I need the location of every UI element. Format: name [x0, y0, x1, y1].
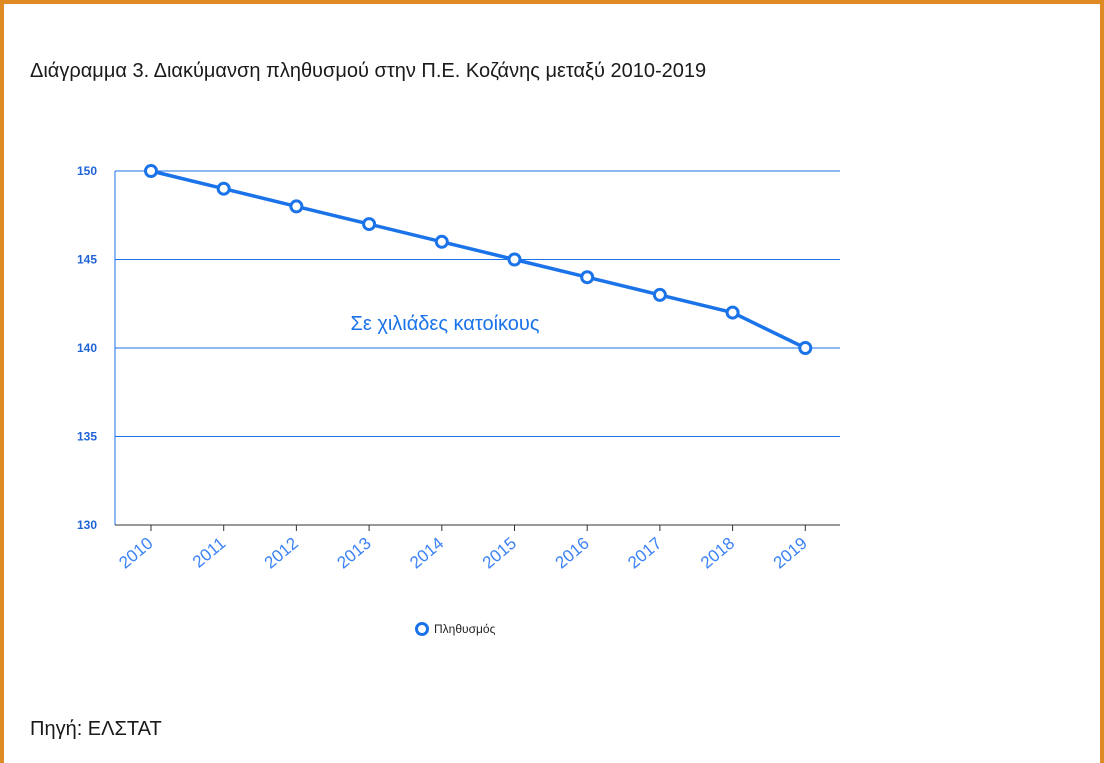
- x-tick-label-2014: 2014: [406, 534, 447, 573]
- data-point-2012[interactable]: [289, 199, 304, 214]
- data-point-2014[interactable]: [434, 234, 449, 249]
- x-tick-labels: 2010 2011 2012 2013 2014 2015 2016 2017 2018 2019: [115, 534, 810, 573]
- x-tick-label-2019: 2019: [770, 534, 811, 573]
- x-tick-label-2010: 2010: [115, 534, 156, 573]
- legend-marker: [415, 622, 429, 636]
- x-tick-label-2011: 2011: [189, 534, 229, 572]
- series-line-0: [150, 169, 807, 350]
- data-point-2019[interactable]: [798, 341, 813, 355]
- x-tick-label-2012: 2012: [261, 534, 302, 573]
- series-layer: [144, 164, 813, 355]
- y-tick-label-145: 145: [77, 253, 97, 267]
- data-point-2017[interactable]: [652, 287, 667, 302]
- data-point-2013[interactable]: [362, 217, 377, 232]
- data-point-2016[interactable]: [580, 270, 595, 285]
- y-tick-label-140: 140: [77, 341, 97, 355]
- x-tick-label-2013: 2013: [333, 534, 374, 573]
- y-tick-labels: 150 145 140 135 130: [77, 164, 97, 532]
- x-tick-label-2016: 2016: [552, 534, 593, 573]
- source-note: Πηγή: ΕΛΣΤΑΤ: [30, 718, 162, 740]
- data-point-2018[interactable]: [725, 305, 740, 320]
- y-tick-label-135: 135: [77, 430, 97, 444]
- y-tick-label-150: 150: [77, 164, 97, 178]
- data-point-2010[interactable]: [144, 164, 158, 178]
- figure-caption: Διάγραμμα 3. Διακύμανση πληθυσμού στην Π…: [30, 60, 707, 82]
- units-annotation: Σε χιλιάδες κατοίκους: [351, 313, 540, 335]
- x-tick-label-2018: 2018: [697, 534, 738, 573]
- x-tick-label-2015: 2015: [479, 534, 520, 573]
- x-tick-label-2017: 2017: [624, 534, 665, 573]
- data-point-2015[interactable]: [507, 252, 522, 267]
- grid-lines: [115, 170, 840, 437]
- y-tick-label-130: 130: [77, 518, 97, 532]
- data-point-2011[interactable]: [216, 181, 231, 196]
- axes: [114, 171, 840, 531]
- legend[interactable]: Πληθυσμός: [415, 622, 496, 636]
- legend-label: Πληθυσμός: [434, 622, 496, 636]
